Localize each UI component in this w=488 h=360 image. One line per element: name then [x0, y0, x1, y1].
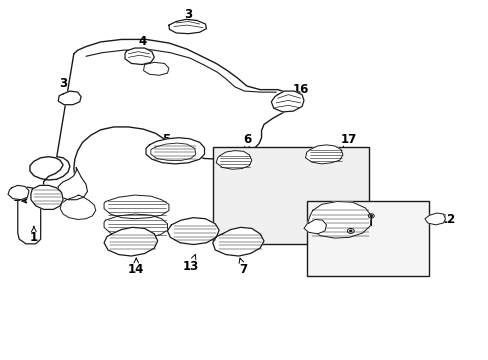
Text: 16: 16 — [291, 83, 308, 100]
Text: 7: 7 — [239, 258, 247, 276]
Text: 17: 17 — [247, 150, 264, 168]
Polygon shape — [167, 218, 219, 244]
Polygon shape — [304, 220, 326, 234]
Text: 5: 5 — [162, 133, 172, 152]
Text: 14: 14 — [128, 258, 144, 276]
Text: 15: 15 — [13, 191, 29, 204]
Polygon shape — [307, 202, 370, 238]
Text: 4: 4 — [138, 35, 146, 54]
Text: 3: 3 — [184, 8, 192, 27]
Text: 8: 8 — [402, 234, 415, 247]
Polygon shape — [216, 150, 251, 169]
Polygon shape — [60, 195, 96, 220]
Polygon shape — [8, 185, 29, 200]
Polygon shape — [424, 213, 445, 225]
Polygon shape — [30, 40, 295, 197]
Polygon shape — [146, 138, 204, 164]
Text: 12: 12 — [431, 213, 455, 226]
Text: 11: 11 — [313, 213, 329, 229]
Polygon shape — [18, 187, 41, 244]
Text: 2: 2 — [37, 184, 45, 201]
Text: 10: 10 — [343, 219, 359, 233]
Polygon shape — [271, 91, 304, 112]
Polygon shape — [58, 167, 87, 200]
Circle shape — [369, 215, 371, 217]
Polygon shape — [104, 195, 168, 219]
Bar — [212, 147, 368, 244]
Polygon shape — [125, 48, 154, 64]
Polygon shape — [168, 19, 206, 34]
Circle shape — [349, 230, 351, 231]
Polygon shape — [212, 227, 264, 256]
Text: 17: 17 — [340, 133, 356, 151]
Text: 9: 9 — [367, 209, 376, 226]
Text: 1: 1 — [30, 226, 38, 244]
Polygon shape — [305, 145, 342, 164]
Polygon shape — [143, 62, 168, 75]
Polygon shape — [31, 185, 63, 210]
Text: 3: 3 — [59, 77, 71, 97]
Bar — [306, 201, 428, 276]
Polygon shape — [58, 91, 81, 105]
Text: 13: 13 — [183, 255, 199, 273]
Text: 6: 6 — [243, 133, 250, 151]
Polygon shape — [151, 143, 195, 161]
Polygon shape — [104, 227, 158, 256]
Polygon shape — [104, 214, 167, 238]
